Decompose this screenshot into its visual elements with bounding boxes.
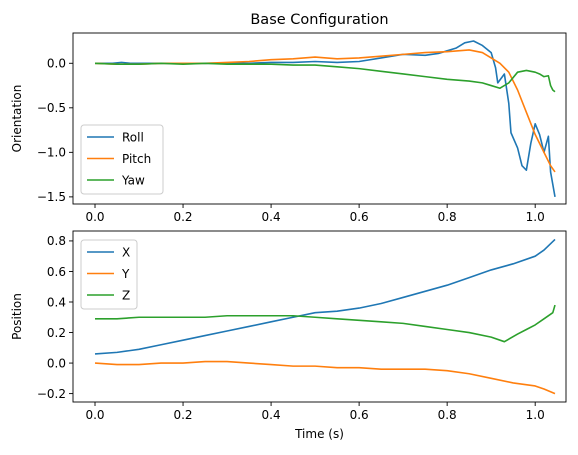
legend: Roll Pitch Yaw	[80, 124, 164, 195]
x-axis-label: Time (s)	[294, 427, 344, 441]
x-tick-label: 1.0	[526, 408, 545, 422]
y-tick-label: 0.2	[47, 326, 66, 340]
y-axis-label: Position	[10, 293, 24, 340]
series-line-x	[94, 238, 556, 355]
series-line-z	[95, 304, 556, 343]
x-tick-label: 0.2	[173, 210, 192, 224]
legend-label-z: Z	[122, 288, 130, 302]
y-tick-label: 0.8	[47, 234, 66, 248]
x-tick-label: 0.8	[438, 408, 457, 422]
y-tick-label: 0.0	[47, 356, 66, 370]
axes-frame	[72, 32, 567, 205]
y-tick-label: −0.2	[37, 387, 66, 401]
legend-label-roll: Roll	[122, 130, 144, 144]
legend-label-yaw: Yaw	[121, 173, 145, 187]
series-line-yaw	[94, 62, 556, 93]
y-tick-label: 0.6	[47, 265, 66, 279]
x-tick-label: 0.6	[350, 408, 369, 422]
legend-box	[80, 124, 164, 195]
chart-panel-1: 0.0 0.2 0.4 0.6 0.8 1.0 0.0 −0.5 −1.0 −1.5 Base Co…	[10, 12, 567, 224]
legend: XYZ	[80, 239, 138, 310]
legend-box	[80, 239, 138, 310]
y-tick-label: −0.5	[37, 101, 66, 115]
y-tick-label: 0.0	[47, 57, 66, 71]
axes-frame	[72, 230, 567, 403]
x-tick-label: 0.6	[350, 210, 369, 224]
chart-title: Base Configuration	[250, 12, 388, 28]
series-line-y	[94, 360, 556, 395]
y-tick-label: −1.0	[37, 146, 66, 160]
chart-panel-2: 0.0 0.2 0.4 0.6 0.8 1.0 −0.2 0.0 0.2 0.4 0.6 0.8 Pos…	[10, 230, 567, 441]
x-tick-label: 0.4	[262, 408, 281, 422]
y-tick-label: 0.4	[47, 295, 66, 309]
legend-label-y: Y	[121, 267, 130, 281]
x-tick-label: 0.0	[85, 210, 104, 224]
legend-label-x: X	[122, 245, 130, 259]
x-tick-label: 0.2	[173, 408, 192, 422]
x-tick-label: 0.4	[262, 210, 281, 224]
x-tick-label: 1.0	[526, 210, 545, 224]
x-tick-label: 0.0	[85, 408, 104, 422]
x-tick-label: 0.8	[438, 210, 457, 224]
y-tick-label: −1.5	[37, 190, 66, 204]
y-axis-label: Orientation	[10, 85, 24, 153]
legend-label-pitch: Pitch	[122, 152, 151, 166]
